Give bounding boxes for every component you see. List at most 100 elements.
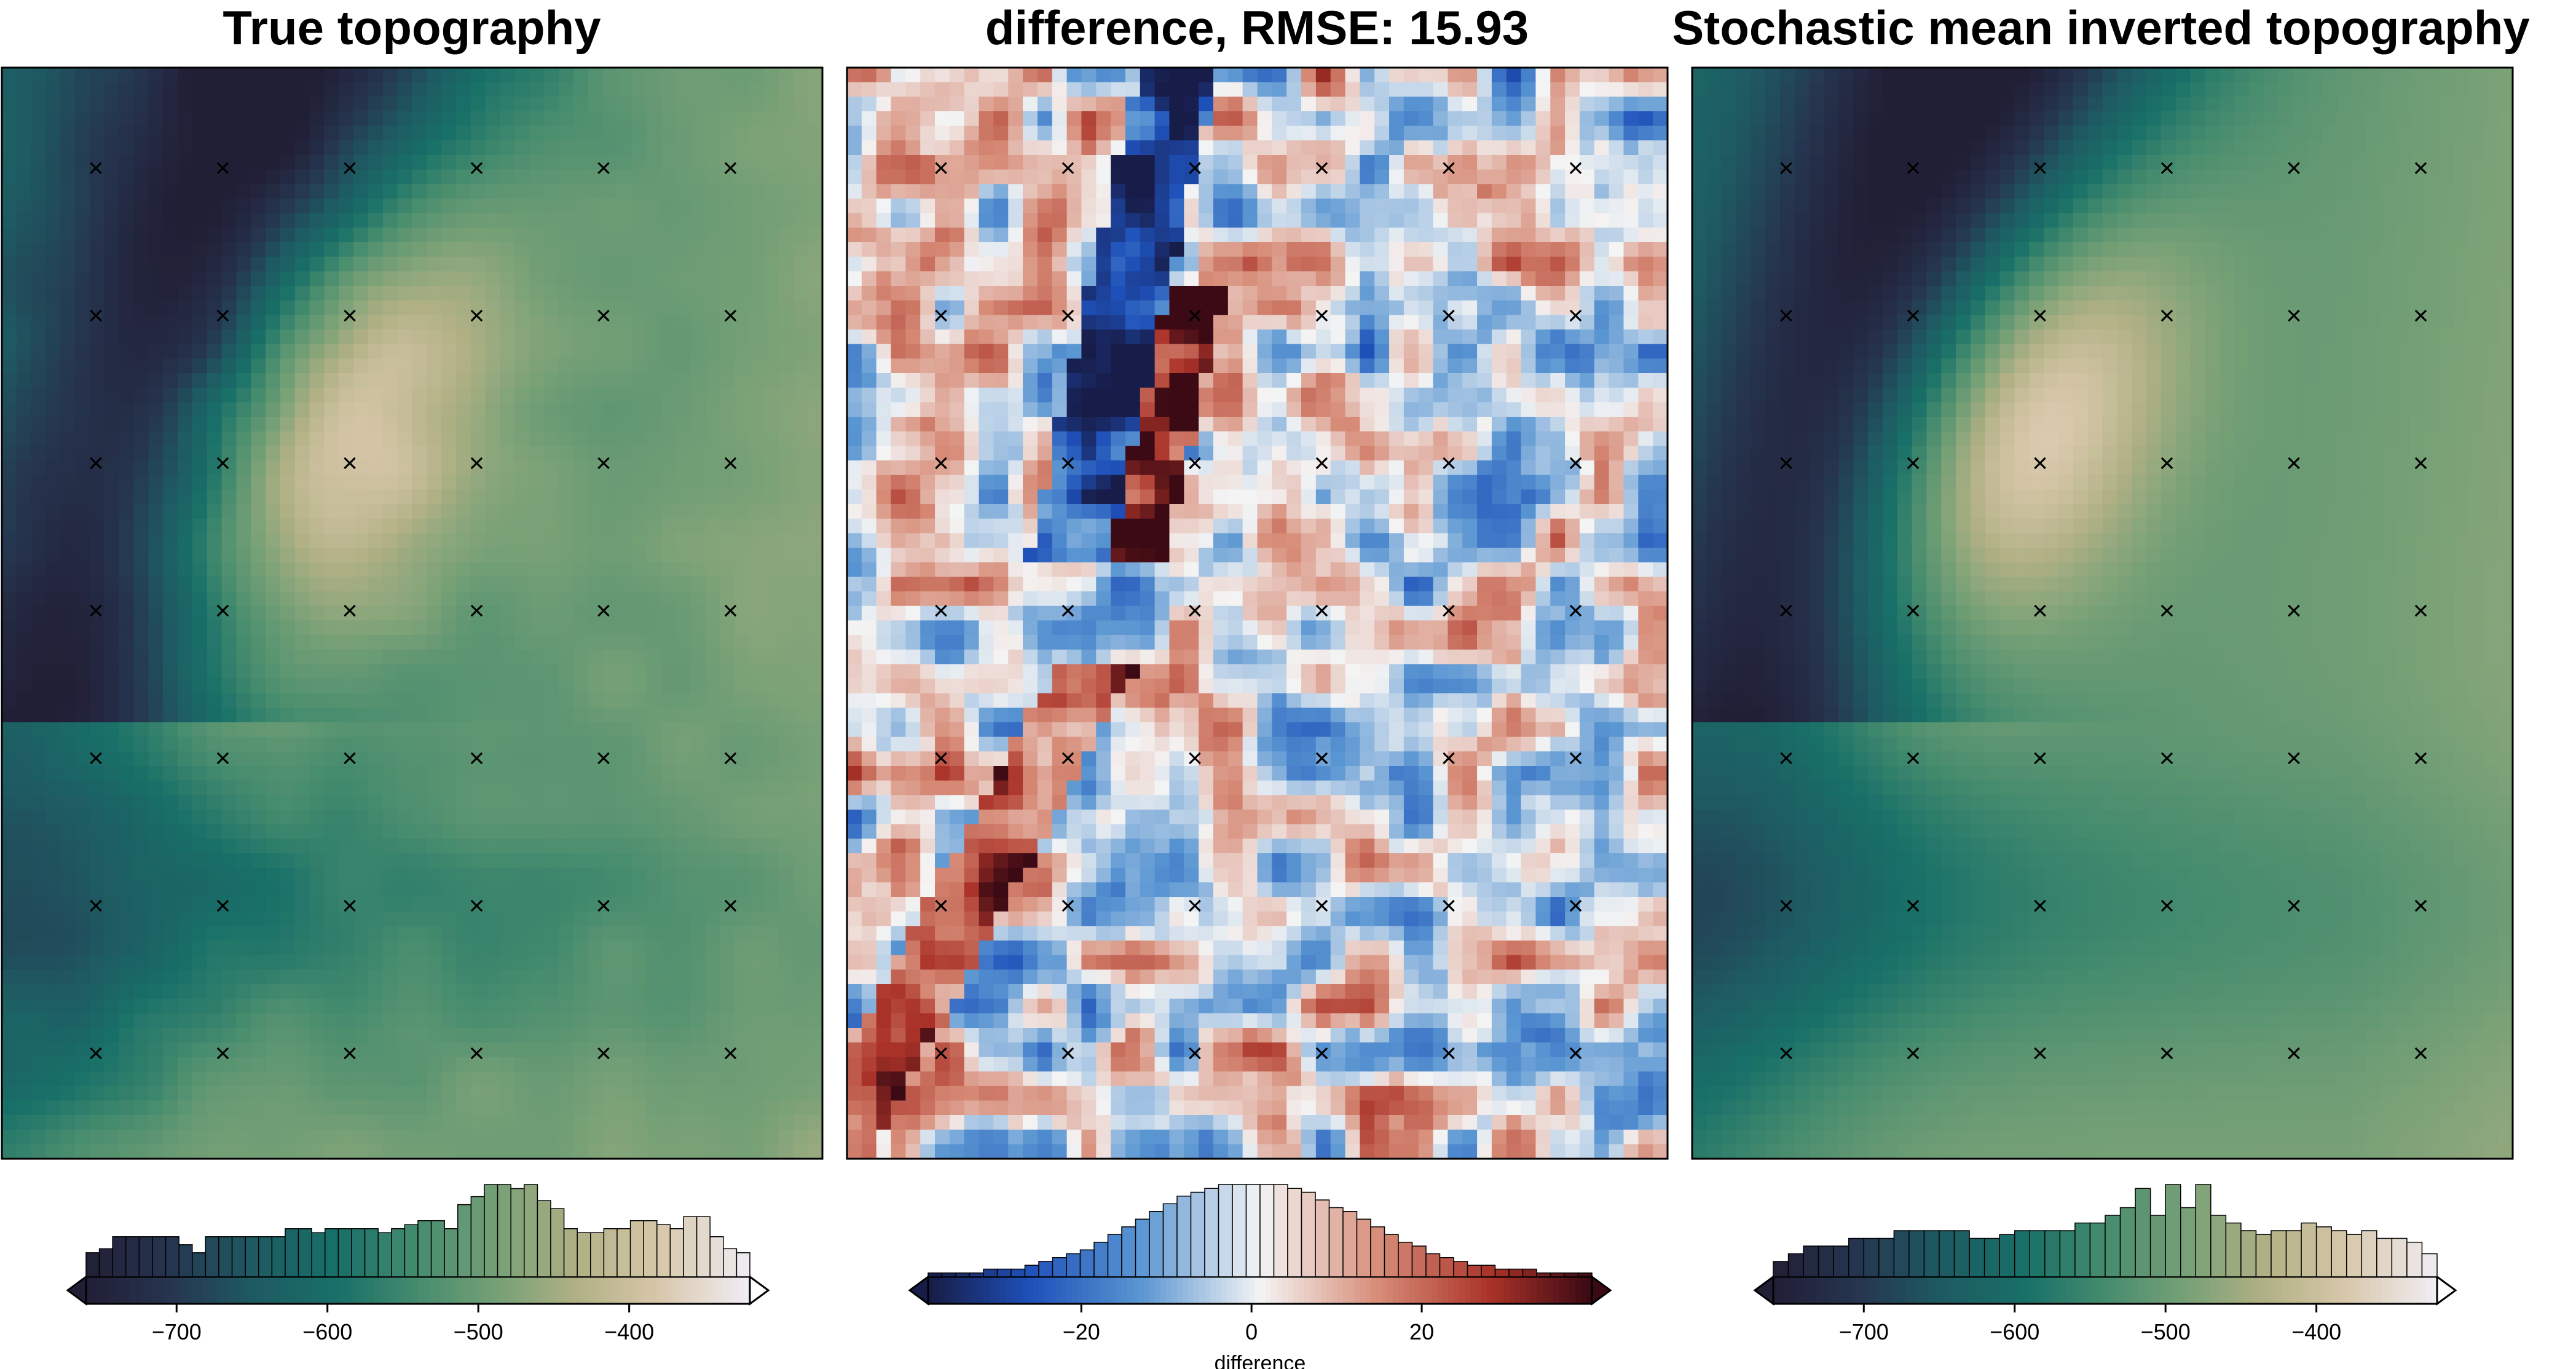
heatmap-cell [793,824,808,839]
heatmap-cell [793,998,808,1014]
heatmap-cell [104,810,120,825]
heatmap-cell [558,562,574,577]
heatmap-cell [1257,140,1272,156]
heatmap-cell [676,955,691,970]
heatmap-cell [192,867,208,883]
heatmap-cell [778,780,794,795]
heatmap-cell [31,256,47,272]
heatmap-cell [1433,97,1449,112]
heatmap-cell [309,344,325,359]
heatmap-cell [1653,184,1668,199]
heatmap-cell [192,795,208,810]
heatmap-cell [763,213,779,228]
heatmap-cell [412,213,427,228]
heatmap-cell [119,955,135,970]
heatmap-cell [602,315,618,330]
heatmap-cell [31,475,47,490]
heatmap-cell [368,1129,384,1145]
heatmap-cell [646,679,662,694]
heatmap-cell [617,941,632,956]
heatmap-cell [778,577,794,592]
heatmap-cell [251,184,266,199]
heatmap-cell [749,649,765,665]
heatmap-cell [1301,227,1317,243]
heatmap-cell [75,606,90,621]
heatmap-cell [45,882,61,898]
heatmap-cell [1037,227,1053,243]
heatmap-cell [16,417,32,432]
heatmap-cell [60,780,76,795]
heatmap-cell [690,475,706,490]
heatmap-cell [412,1129,427,1145]
heatmap-cell [500,722,515,738]
heatmap-cell [1609,140,1625,156]
heatmap-cell [529,926,545,941]
heatmap-cell [2,140,17,156]
heatmap-cell [1081,97,1097,112]
heatmap-cell [1272,140,1287,156]
heatmap-cell [16,751,32,767]
heatmap-cell [90,838,105,854]
heatmap-cell [251,882,266,898]
heatmap-cell [104,708,120,723]
heatmap-cell [1403,184,1419,199]
heatmap-cell [1521,111,1537,127]
heatmap-cell [617,606,632,621]
heatmap-cell [617,213,632,228]
heatmap-cell [382,679,398,694]
heatmap-cell [251,1115,266,1130]
heatmap-cell [31,664,47,679]
heatmap-cell [16,998,32,1014]
heatmap-cell [441,504,457,519]
heatmap-cell [763,679,779,694]
heatmap-cell [949,125,965,141]
heatmap-cell [280,533,296,548]
heatmap-cell [75,315,90,330]
heatmap-cell [1360,242,1375,258]
heatmap-cell [427,68,442,83]
heatmap-cell [163,111,178,127]
heatmap-cell [309,984,325,1000]
heatmap-cell [1140,68,1156,83]
heatmap-cell [31,911,47,926]
heatmap-cell [485,518,501,534]
heatmap-cell [309,271,325,286]
heatmap-cell [294,475,310,490]
heatmap-cell [456,271,471,286]
heatmap-cell [588,664,604,679]
heatmap-cell [382,882,398,898]
heatmap-cell [280,562,296,577]
heatmap-cell [119,213,135,228]
heatmap-cell [1242,125,1258,141]
heatmap-cell [353,926,369,941]
heatmap-cell [178,620,193,636]
heatmap-cell [1609,227,1625,243]
heatmap-cell [485,300,501,315]
heatmap-cell [294,155,310,170]
heatmap-cell [178,184,193,199]
heatmap-cell [192,998,208,1014]
heatmap-cell [397,533,413,548]
heatmap-cell [324,329,339,345]
heatmap-cell [45,1042,61,1057]
heatmap-cell [382,780,398,795]
heatmap-cell [529,606,545,621]
heatmap-cell [441,751,457,767]
heatmap-cell [339,867,354,883]
heatmap-cell [412,68,427,83]
heatmap-cell [353,97,369,112]
heatmap-cell [1286,68,1302,83]
heatmap-cell [266,315,281,330]
heatmap-cell [470,475,486,490]
heatmap-cell [280,358,296,374]
heatmap-cell [178,125,193,141]
heatmap-cell [236,838,251,854]
heatmap-cell [353,984,369,1000]
heatmap-cell [90,998,105,1014]
heatmap-cell [280,795,296,810]
heatmap-cell [16,82,32,97]
heatmap-cell [514,969,530,985]
heatmap-cell [1462,169,1478,184]
heatmap-cell [192,125,208,141]
heatmap-cell [353,969,369,985]
